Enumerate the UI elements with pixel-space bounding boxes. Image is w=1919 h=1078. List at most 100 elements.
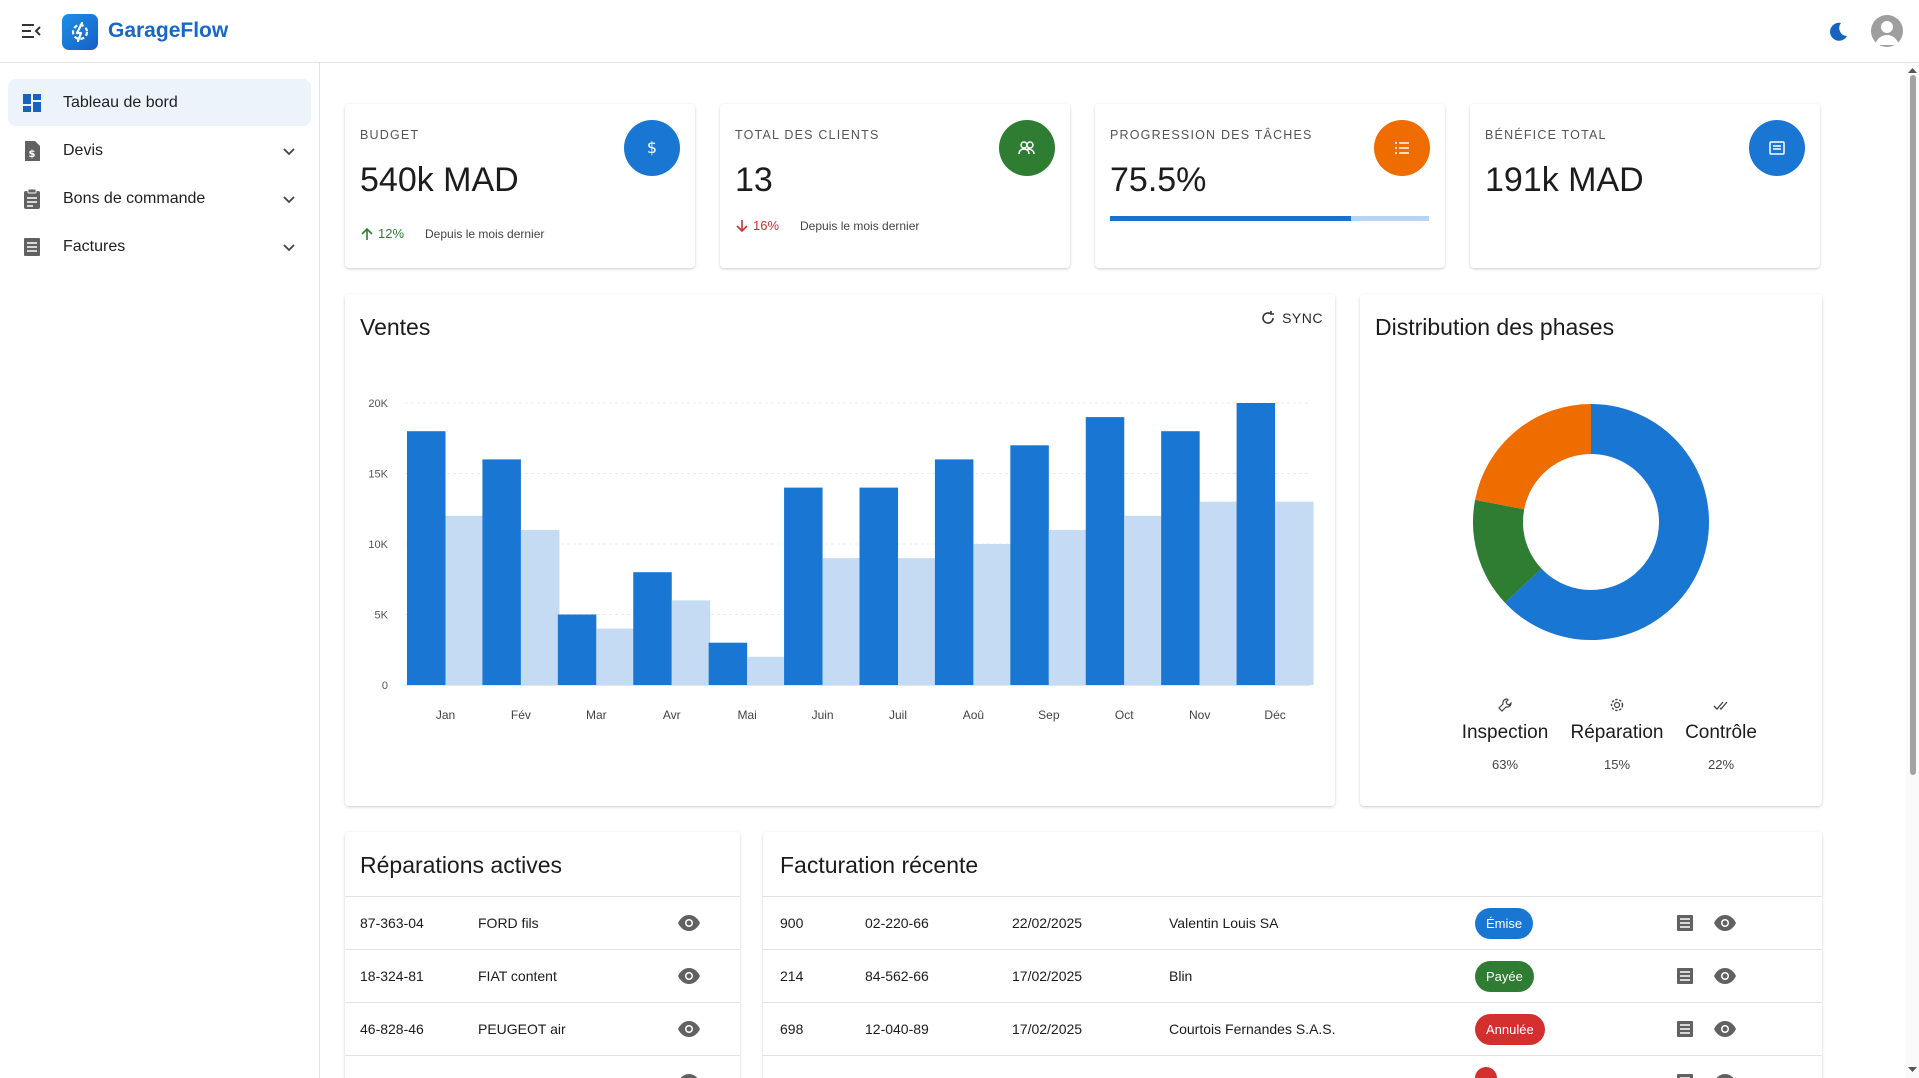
eye-icon[interactable] — [1713, 1072, 1737, 1078]
repair-vehicle: PEUGEOT air — [478, 1021, 566, 1037]
user-avatar-icon[interactable] — [1871, 15, 1903, 47]
invoice-client: Valentin Louis SA — [1169, 915, 1279, 931]
sidebar-item-bons-de-commande[interactable]: Bons de commande — [8, 175, 311, 222]
wrench-icon — [1498, 698, 1512, 712]
app-title[interactable]: GarageFlow — [108, 19, 229, 42]
receipt-icon — [1749, 120, 1805, 176]
x-tick-label: Aoû — [963, 708, 984, 722]
sidebar: Tableau de bord $ Devis Bons de commande… — [0, 63, 320, 1078]
bar — [633, 572, 672, 685]
eye-icon[interactable] — [1713, 966, 1737, 986]
eye-icon[interactable] — [677, 913, 701, 933]
bar — [1010, 445, 1049, 685]
eye-icon[interactable] — [1713, 913, 1737, 933]
table-row[interactable]: 900 02-220-66 22/02/2025 Valentin Louis SA É… — [763, 896, 1822, 949]
table-row[interactable] — [763, 1055, 1822, 1078]
document-icon[interactable] — [1675, 966, 1695, 986]
stat-value: 191k MAD — [1485, 161, 1644, 199]
document-icon[interactable] — [1675, 1072, 1695, 1078]
donut-slice — [1475, 404, 1592, 511]
x-tick-label: Avr — [663, 708, 681, 722]
billing-title: Facturation récente — [780, 852, 979, 878]
bar — [898, 558, 937, 685]
stat-value: 75.5% — [1110, 161, 1207, 199]
table-row[interactable]: 18-324-81 FIAT content — [345, 949, 740, 1002]
svg-text:$: $ — [647, 138, 657, 157]
sidebar-item-label: Bons de commande — [63, 190, 206, 207]
refresh-icon — [1262, 311, 1275, 324]
bar — [445, 515, 484, 685]
chevron-down-icon — [281, 143, 297, 159]
menu-collapse-icon[interactable] — [20, 20, 42, 42]
document-icon[interactable] — [1675, 1019, 1695, 1039]
table-row[interactable]: 46-828-46 PEUGEOT air — [345, 1002, 740, 1055]
phases-title: Distribution des phases — [1375, 314, 1615, 340]
bar — [1048, 529, 1088, 685]
dollar-icon: $ — [624, 120, 680, 176]
active-repairs-card: Réparations actives 87-363-04 FORD fils … — [345, 832, 740, 1078]
table-row[interactable]: 87-363-04 FORD fils — [345, 896, 740, 949]
sidebar-item-label: Tableau de bord — [63, 94, 178, 111]
bar — [1275, 501, 1314, 685]
eye-icon[interactable] — [677, 1072, 701, 1078]
repair-vehicle: FORD fils — [478, 915, 539, 931]
app-logo[interactable] — [62, 14, 98, 50]
sidebar-item-dashboard[interactable]: Tableau de bord — [8, 79, 311, 126]
stat-trend-down: 16% — [735, 218, 779, 233]
double-check-icon — [1713, 701, 1728, 710]
donut-slice — [1505, 404, 1709, 640]
invoice-date: 17/02/2025 — [1012, 968, 1083, 984]
invoice-number: 900 — [780, 915, 804, 931]
bar — [708, 642, 748, 685]
eye-icon[interactable] — [677, 966, 701, 986]
scroll-thumb[interactable] — [1910, 75, 1916, 775]
status-badge: Émise — [1475, 908, 1534, 939]
bar — [596, 628, 635, 685]
document-icon[interactable] — [1675, 913, 1695, 933]
list-icon — [1374, 120, 1430, 176]
stat-trend-value: 16% — [753, 218, 780, 233]
task-progress-bar — [1110, 216, 1429, 221]
eye-icon[interactable] — [1713, 1019, 1737, 1039]
legend-controle: Contrôle 22% — [1666, 697, 1776, 772]
x-tick-label: Sep — [1038, 708, 1060, 722]
legend-name: Inspection — [1461, 722, 1549, 743]
bar — [1124, 515, 1163, 685]
status-badge — [1475, 1067, 1497, 1078]
invoice-client: Blin — [1169, 968, 1193, 984]
sync-button[interactable]: SYNC — [1260, 310, 1323, 326]
sidebar-item-devis[interactable]: $ Devis — [8, 127, 311, 174]
sidebar-item-label: Factures — [63, 238, 126, 255]
bar — [1199, 501, 1239, 685]
scroll-up-arrow-icon — [1908, 68, 1917, 73]
sales-bar-chart: 0 5K 10K 15K 20K Jan Fév Mar Avr Mai Juin Juil Aoû Se… — [368, 398, 1314, 722]
stat-card-profit: BÉNÉFICE TOTAL 191k MAD — [1470, 104, 1820, 268]
arrow-up-icon — [361, 227, 373, 240]
sidebar-item-factures[interactable]: Factures — [8, 223, 311, 270]
page-scrollbar[interactable] — [1906, 63, 1919, 1078]
sync-label: SYNC — [1282, 310, 1323, 326]
svg-text:$: $ — [29, 149, 36, 160]
stat-trend-up: 12% — [360, 226, 404, 241]
invoice-icon — [21, 236, 43, 258]
stat-value: 13 — [735, 161, 773, 199]
stat-note: Depuis le mois dernier — [425, 227, 545, 241]
x-tick-label: Oct — [1115, 708, 1134, 722]
table-row[interactable]: 698 12-040-89 17/02/2025 Courtois Fernandes… — [763, 1002, 1822, 1055]
table-row[interactable]: 214 84-562-66 17/02/2025 Blin Payée — [763, 949, 1822, 1002]
table-row[interactable] — [345, 1055, 740, 1078]
dark-mode-moon-icon[interactable] — [1826, 20, 1850, 44]
invoice-number: 214 — [780, 968, 804, 984]
legend-inspection: Inspection 63% — [1450, 697, 1560, 772]
legend-reparation: Réparation 15% — [1562, 697, 1672, 772]
y-tick-label: 0 — [382, 680, 388, 692]
invoice-ref: 84-562-66 — [865, 968, 929, 984]
bar — [557, 614, 597, 685]
bar — [671, 600, 711, 685]
x-tick-label: Juin — [812, 708, 834, 722]
bar — [520, 529, 560, 685]
dashboard-icon — [21, 92, 43, 114]
stat-label: TOTAL DES CLIENTS — [735, 128, 880, 142]
eye-icon[interactable] — [677, 1019, 701, 1039]
x-tick-label: Déc — [1264, 708, 1285, 722]
